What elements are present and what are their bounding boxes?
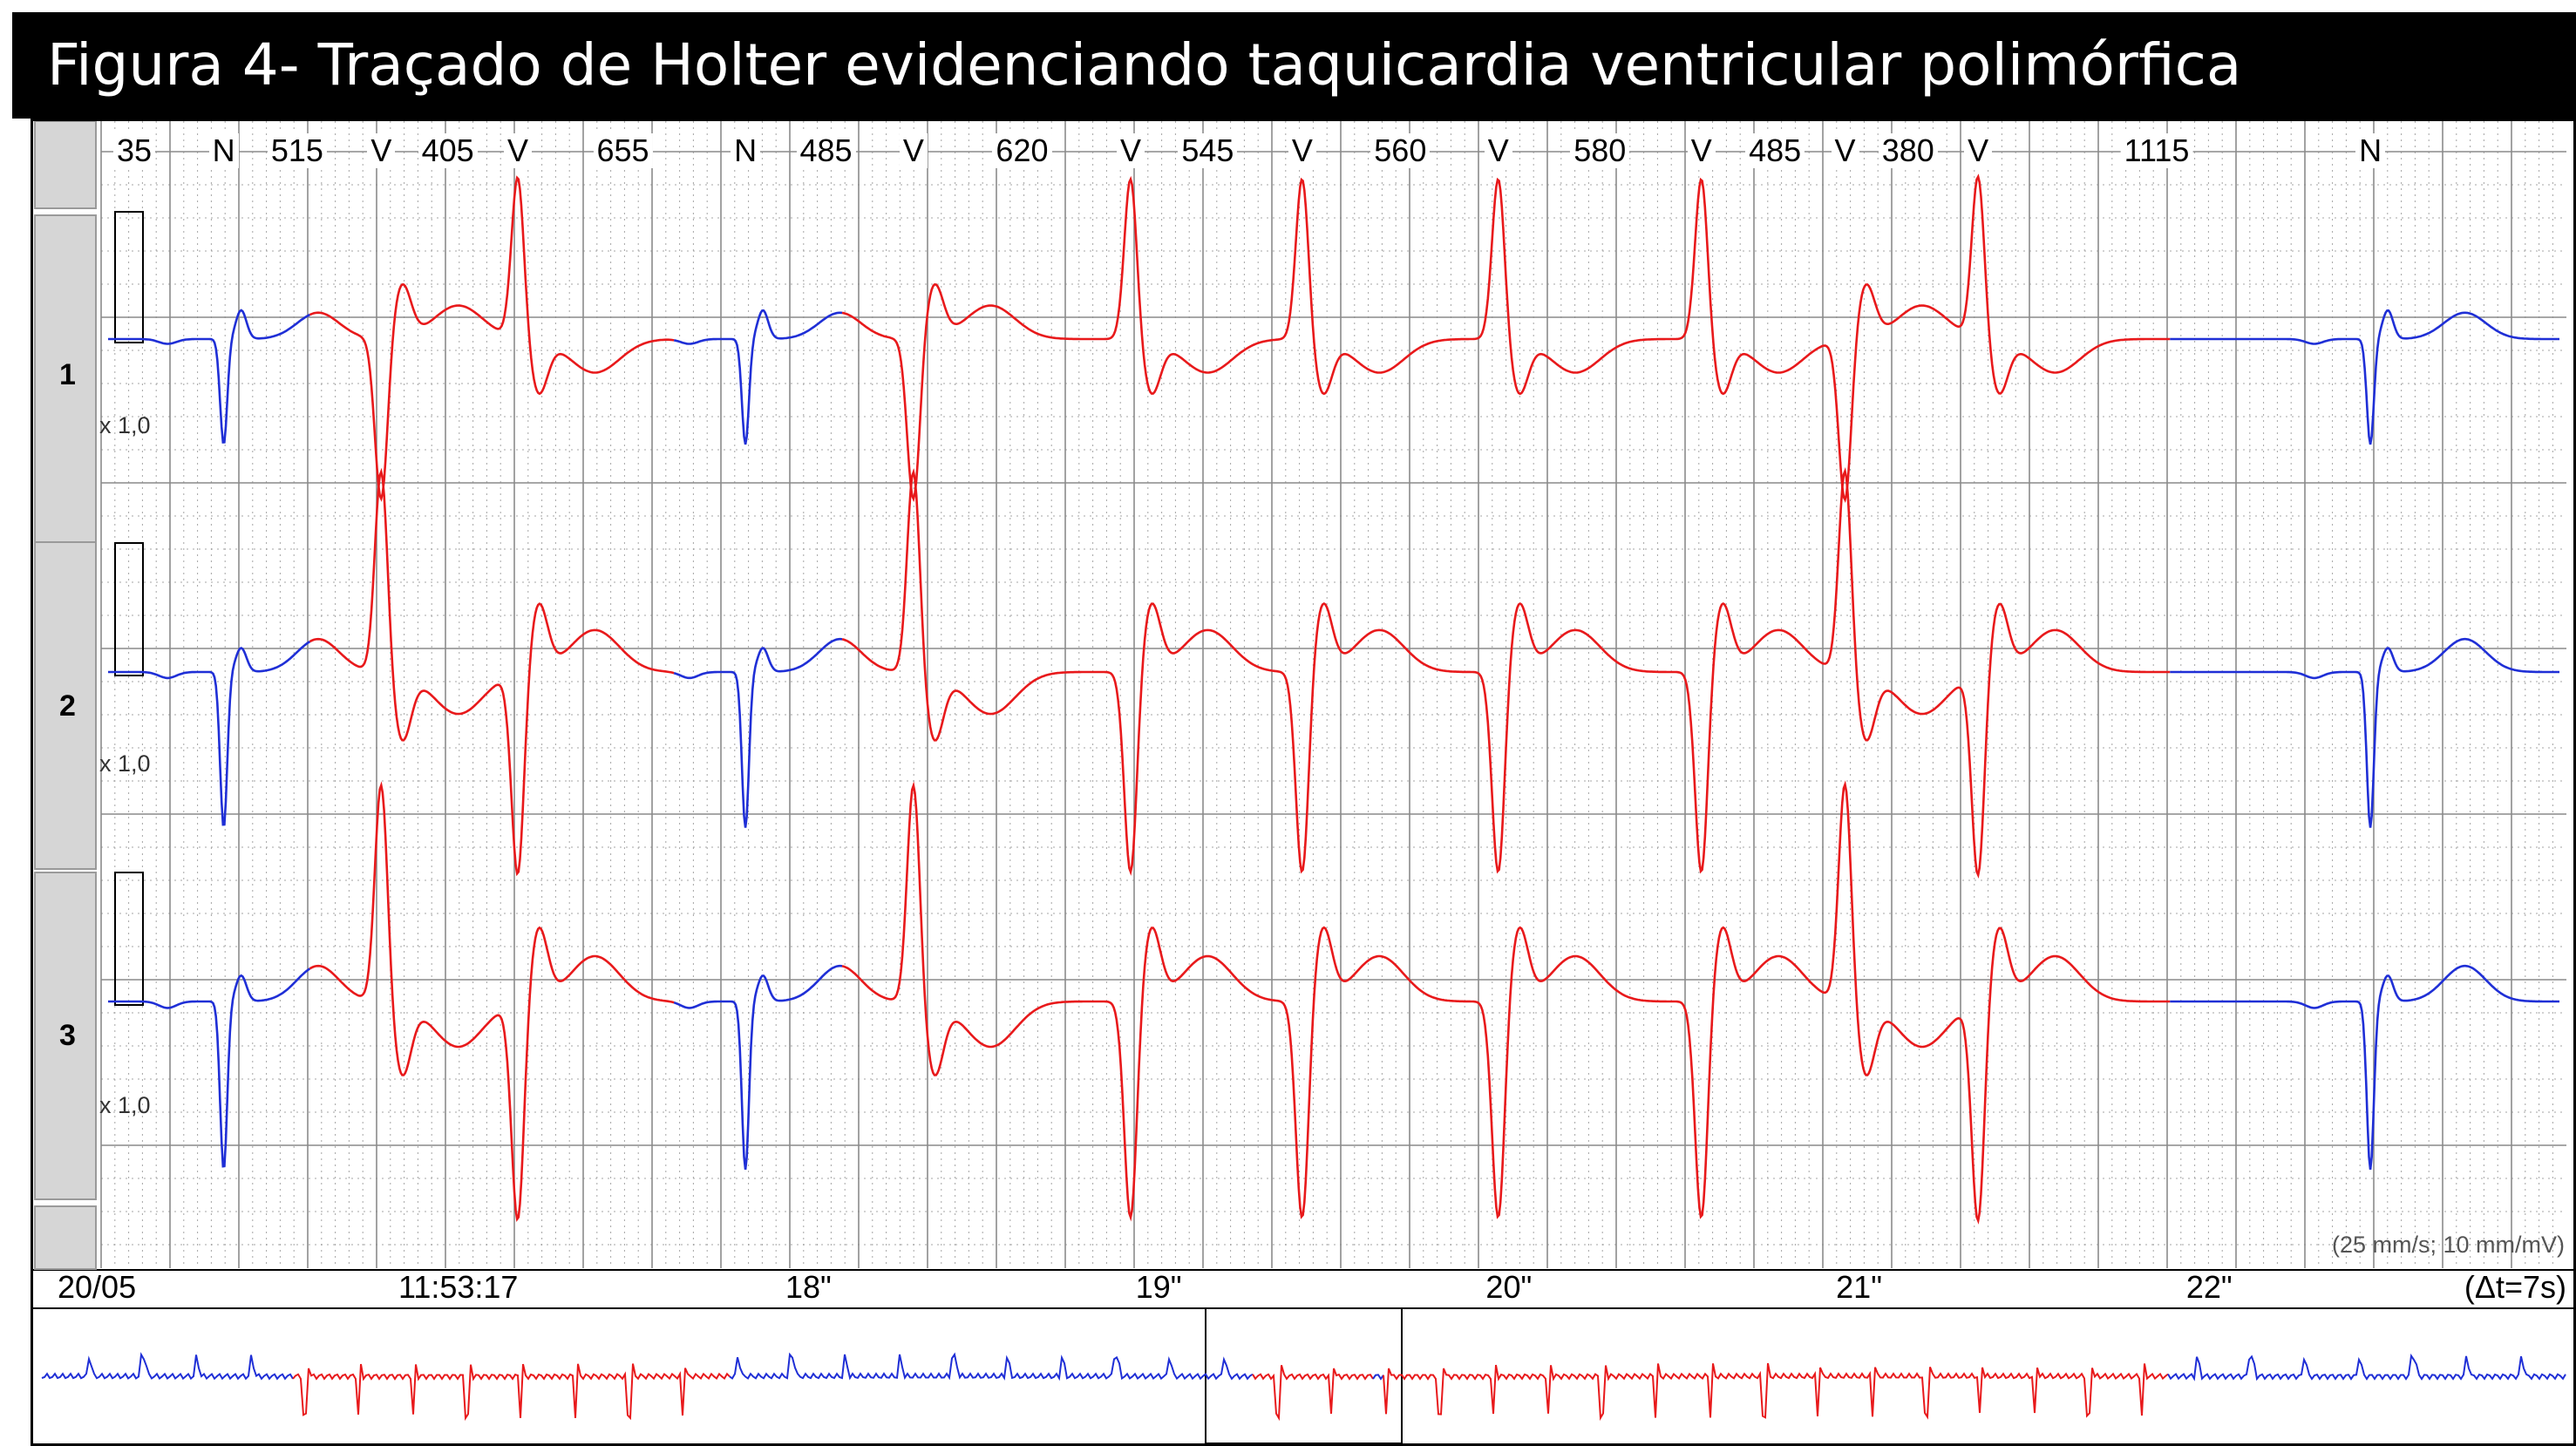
ecg-lead-3-segment bbox=[2170, 964, 2559, 1171]
beat-annotation: 1115 bbox=[2120, 133, 2193, 168]
ecg-lead-3-segment bbox=[673, 964, 843, 1171]
beat-annotation: 560 bbox=[1370, 133, 1431, 168]
ecg-lead-3-segment bbox=[841, 780, 2171, 1225]
overview-trace-segment bbox=[1372, 1374, 1384, 1381]
window-label: (Δt=7s) bbox=[2464, 1269, 2566, 1305]
time-tick-label: 11:53:17 bbox=[398, 1269, 519, 1305]
beat-annotation: 655 bbox=[593, 133, 653, 168]
ecg-lead-1-segment bbox=[309, 175, 675, 502]
ecg-lead-3-segment bbox=[108, 967, 311, 1168]
beat-annotation: 545 bbox=[1178, 133, 1238, 168]
channel-tab bbox=[34, 872, 97, 1200]
time-tick-label: 18" bbox=[785, 1269, 832, 1305]
ecg-lead-1-segment bbox=[673, 309, 843, 445]
channel-sidebar bbox=[34, 121, 144, 1270]
beat-annotation: N bbox=[731, 133, 761, 168]
holter-viewer: 35 N 515 V 405 V 655 N 485 V 620 V 545 V 560 V 580 V 485 V 3… bbox=[31, 119, 2576, 1446]
beat-annotation: V bbox=[1964, 133, 1993, 168]
ecg-lead-1-segment bbox=[108, 309, 310, 444]
beat-annotation: V bbox=[1831, 133, 1859, 168]
channel-2-gain: x 1,0 bbox=[99, 750, 151, 777]
channel-tab bbox=[34, 541, 97, 870]
beat-annotation: N bbox=[208, 133, 239, 168]
time-tick-label: 21" bbox=[1836, 1269, 1882, 1305]
calibration-pulse bbox=[114, 211, 144, 343]
beat-annotation: V bbox=[1687, 133, 1716, 168]
beat-annotation: 380 bbox=[1878, 133, 1938, 168]
beat-annotation: V bbox=[1484, 133, 1512, 168]
beat-annotation: 620 bbox=[992, 133, 1052, 168]
overview-trace-segment bbox=[2167, 1353, 2566, 1382]
channel-tab bbox=[34, 1205, 97, 1270]
beat-annotation: 485 bbox=[1745, 133, 1805, 168]
plot-background bbox=[101, 121, 2566, 1268]
scale-note: (25 mm/s; 10 mm/mV) bbox=[2331, 1232, 2565, 1258]
overview-trace-segment bbox=[41, 1352, 294, 1381]
beat-annotation: V bbox=[367, 133, 396, 168]
overview-trace-segment bbox=[1383, 1362, 2169, 1422]
beat-annotation: V bbox=[1288, 133, 1316, 168]
ecg-trace-canvas[interactable] bbox=[33, 121, 2573, 1443]
channel-1-label: 1 bbox=[59, 358, 76, 391]
calibration-pulse bbox=[114, 542, 144, 676]
overview-strip[interactable] bbox=[41, 1307, 2566, 1443]
ecg-lead-3-segment bbox=[309, 781, 675, 1223]
beat-annotation: V bbox=[899, 133, 928, 168]
ecg-grid bbox=[33, 121, 2573, 1309]
channel-tab bbox=[34, 214, 97, 543]
ecg-lead-2-segment bbox=[673, 637, 843, 828]
figure-title: Figura 4- Traçado de Holter evidenciando… bbox=[12, 12, 2576, 119]
beat-annotation: 580 bbox=[1570, 133, 1630, 168]
ecg-traces bbox=[108, 173, 2559, 1225]
ecg-lead-2-segment bbox=[2170, 637, 2559, 828]
date-label: 20/05 bbox=[58, 1269, 137, 1305]
ecg-lead-2-segment bbox=[841, 467, 2171, 879]
beat-annotation: V bbox=[1116, 133, 1145, 168]
beat-annotation: 515 bbox=[267, 133, 327, 168]
ecg-lead-2-segment bbox=[108, 640, 311, 826]
beat-annotation: N bbox=[2355, 133, 2386, 168]
time-tick-label: 20" bbox=[1485, 1269, 1533, 1305]
beat-annotation: 405 bbox=[418, 133, 478, 168]
beat-annotation: 485 bbox=[796, 133, 856, 168]
time-tick-label: 19" bbox=[1135, 1269, 1182, 1305]
channel-2-label: 2 bbox=[59, 689, 76, 723]
channel-tab bbox=[34, 121, 97, 209]
ecg-lead-2-segment bbox=[309, 467, 675, 877]
beat-annotation: V bbox=[503, 133, 533, 168]
channel-3-gain: x 1,0 bbox=[99, 1092, 151, 1118]
beat-annotation: 35 bbox=[112, 133, 156, 168]
time-tick-label: 22" bbox=[2185, 1269, 2233, 1305]
channel-1-gain: x 1,0 bbox=[99, 412, 151, 438]
overview-trace-segment bbox=[729, 1352, 1254, 1382]
overview-trace-segment bbox=[292, 1363, 731, 1422]
channel-3-label: 3 bbox=[59, 1019, 76, 1052]
calibration-pulse bbox=[114, 872, 144, 1006]
ecg-lead-1-segment bbox=[841, 173, 2171, 504]
overview-trace-segment bbox=[1252, 1365, 1374, 1422]
ecg-lead-1-segment bbox=[2170, 309, 2559, 445]
